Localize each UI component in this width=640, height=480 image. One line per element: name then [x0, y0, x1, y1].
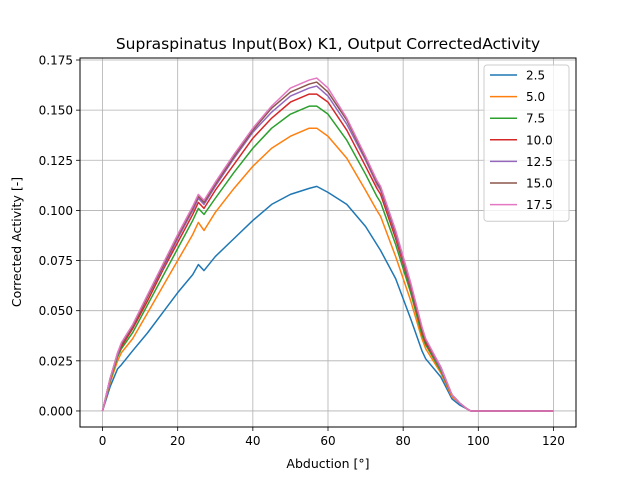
legend-label: 10.0 [526, 133, 553, 147]
y-tick-label: 0.025 [39, 354, 73, 368]
series-layer [101, 77, 554, 412]
x-axis-label: Abduction [°] [286, 456, 369, 471]
x-tick-label: 60 [320, 434, 335, 448]
y-axis-ticks: 0.000 0.025 0.050 0.075 0.100 0.125 0.150 0.175 [39, 54, 80, 418]
x-tick-label: 20 [170, 434, 185, 448]
x-tick-label: 40 [245, 434, 260, 448]
y-tick-label: 0.100 [39, 204, 73, 218]
x-tick-label: 120 [542, 434, 565, 448]
y-tick-label: 0.150 [39, 104, 73, 118]
series-line-17.5 [101, 77, 554, 412]
y-tick-label: 0.075 [39, 254, 73, 268]
legend-label: 7.5 [526, 112, 545, 126]
y-axis-label: Corrected Activity [-] [9, 177, 24, 307]
y-tick-label: 0.175 [39, 54, 73, 68]
legend-box [483, 64, 570, 222]
x-axis-ticks: 0 20 40 60 80 100 120 [99, 427, 565, 448]
x-tick-label: 100 [467, 434, 490, 448]
legend: 2.5 5.0 7.5 10.0 12.5 15.0 17.5 [483, 64, 570, 222]
x-tick-label: 0 [99, 434, 107, 448]
legend-label: 12.5 [526, 155, 553, 169]
y-tick-label: 0.050 [39, 304, 73, 318]
legend-label: 15.0 [526, 177, 553, 191]
legend-label: 5.0 [526, 90, 545, 104]
chart-title: Supraspinatus Input(Box) K1, Output Corr… [116, 35, 540, 53]
y-tick-label: 0.000 [39, 404, 73, 418]
y-tick-label: 0.125 [39, 154, 73, 168]
legend-label: 2.5 [526, 69, 545, 83]
x-tick-label: 80 [396, 434, 411, 448]
legend-label: 17.5 [526, 198, 553, 212]
